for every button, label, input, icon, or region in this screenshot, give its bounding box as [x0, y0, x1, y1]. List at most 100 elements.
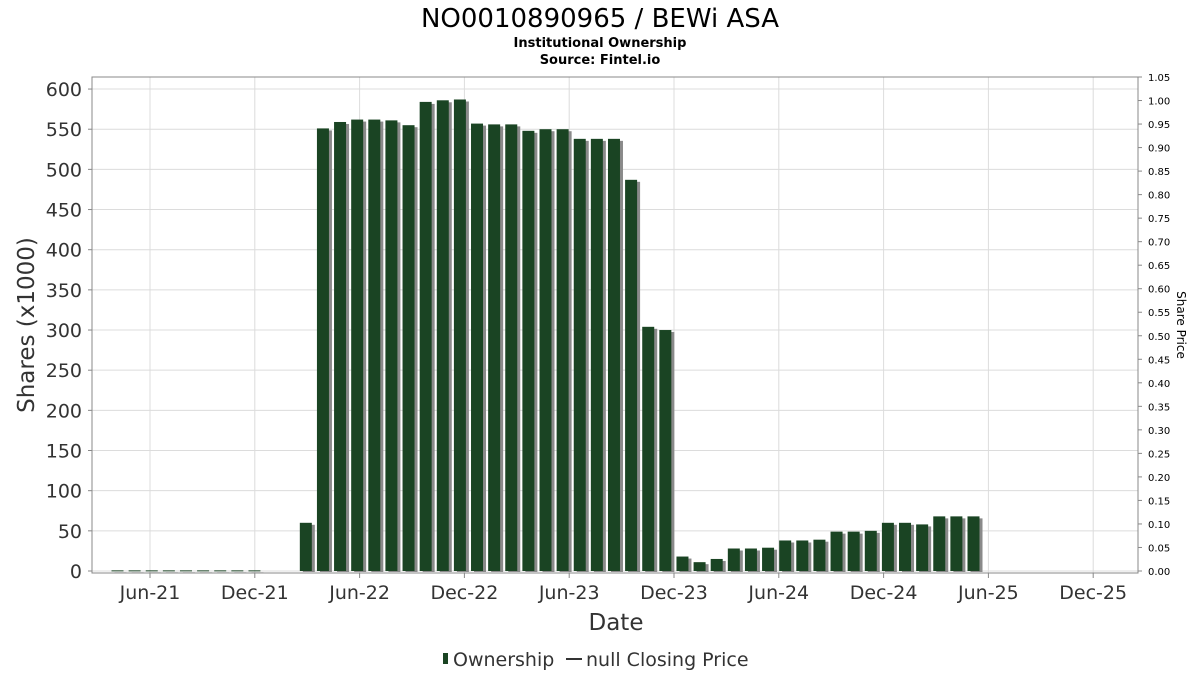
x-tick-label: Jun-21	[119, 582, 181, 604]
ownership-bar	[197, 570, 210, 572]
ownership-bar	[505, 124, 518, 571]
secondary-y-axis-ticks: 0.00 0.05 0.10 0.15 0.20 0.25 0.30 0.35 0.40 0.45…	[1138, 73, 1170, 578]
ownership-bar	[881, 522, 894, 571]
y-tick-label: 0	[70, 561, 82, 583]
ownership-bar	[659, 330, 672, 571]
ownership-bar	[145, 570, 158, 572]
y-tick-label: 600	[46, 79, 82, 101]
y-tick-label: 550	[46, 119, 82, 141]
ownership-bar	[573, 138, 586, 571]
x-tick-label: Jun-23	[538, 582, 600, 604]
x-tick-label: Dec-25	[1059, 582, 1127, 604]
y2-tick-label: 0.20	[1148, 473, 1170, 484]
y-tick-label: 400	[46, 240, 82, 262]
y2-tick-label: 0.90	[1148, 144, 1170, 155]
bar-shadow	[148, 572, 161, 574]
y2-tick-label: 0.65	[1148, 261, 1170, 272]
ownership-bar	[693, 562, 706, 571]
legend-closing-price-label: null Closing Price	[586, 649, 749, 671]
y-axis-ticks: 0 50 100 150 200 250 300 350 400 450 500 550 600	[46, 79, 92, 583]
y2-tick-label: 0.95	[1148, 120, 1170, 131]
x-tick-label: Dec-22	[430, 582, 498, 604]
ownership-bar	[488, 124, 501, 571]
ownership-bar	[316, 128, 329, 571]
x-tick-label: Jun-25	[957, 582, 1019, 604]
legend: Ownership null Closing Price	[443, 649, 749, 671]
ownership-bar	[248, 570, 261, 572]
legend-ownership-label: Ownership	[453, 649, 554, 671]
ownership-bar	[111, 570, 124, 572]
ownership-bar	[231, 570, 244, 572]
y-tick-label: 450	[46, 200, 82, 222]
y-tick-label: 250	[46, 360, 82, 382]
ownership-bar	[128, 570, 141, 572]
bar-shadow	[131, 572, 144, 574]
ownership-bar	[847, 531, 860, 571]
ownership-bar	[299, 522, 312, 571]
ownership-bar	[385, 120, 398, 571]
y2-tick-label: 0.10	[1148, 520, 1170, 531]
y2-tick-label: 0.25	[1148, 449, 1170, 460]
y2-tick-label: 0.30	[1148, 426, 1170, 437]
ownership-bar	[590, 138, 603, 571]
ownership-bar	[334, 121, 347, 571]
y2-tick-label: 0.40	[1148, 379, 1170, 390]
ownership-bar	[539, 129, 552, 572]
ownership-bar	[727, 548, 740, 571]
y2-tick-label: 0.80	[1148, 191, 1170, 202]
ownership-bar	[368, 119, 381, 571]
x-axis-title: Date	[589, 610, 644, 636]
legend-ownership-swatch	[443, 653, 448, 664]
ownership-bar	[830, 531, 843, 571]
ownership-bar	[556, 129, 569, 572]
y2-tick-label: 0.75	[1148, 214, 1170, 225]
ownership-bar	[522, 130, 535, 572]
x-tick-label: Dec-23	[640, 582, 708, 604]
y2-tick-label: 0.85	[1148, 167, 1170, 178]
ownership-bar	[762, 547, 775, 571]
ownership-bars	[111, 99, 983, 574]
ownership-bar	[864, 530, 877, 571]
ownership-bar	[813, 539, 826, 571]
ownership-bar	[402, 125, 415, 571]
y-axis-title: Shares (x1000)	[14, 237, 40, 413]
y2-tick-label: 0.35	[1148, 402, 1170, 413]
y-tick-label: 100	[46, 481, 82, 503]
y-tick-label: 500	[46, 159, 82, 181]
ownership-bar	[642, 326, 655, 571]
ownership-bar	[710, 558, 723, 571]
ownership-bar	[967, 516, 980, 571]
y-tick-label: 350	[46, 280, 82, 302]
y2-tick-label: 0.55	[1148, 308, 1170, 319]
ownership-bar	[214, 570, 227, 572]
ownership-bar	[933, 516, 946, 571]
bar-shadow	[217, 572, 230, 574]
ownership-bar	[899, 522, 912, 571]
ownership-bar	[162, 570, 175, 572]
y-tick-label: 300	[46, 320, 82, 342]
ownership-bar	[796, 540, 809, 571]
ownership-bar	[453, 99, 466, 571]
ownership-bar	[179, 570, 192, 572]
y2-tick-label: 0.05	[1148, 543, 1170, 554]
y2-tick-label: 0.50	[1148, 332, 1170, 343]
y2-tick-label: 0.15	[1148, 496, 1170, 507]
bar-shadow	[200, 572, 213, 574]
ownership-bar	[950, 516, 963, 571]
x-tick-label: Dec-24	[850, 582, 918, 604]
ownership-bar	[916, 524, 929, 571]
chart-title: NO0010890965 / BEWi ASA	[421, 4, 779, 34]
bar-shadow	[182, 572, 195, 574]
bar-shadow	[165, 572, 178, 574]
chart-subtitle-line-1: Institutional Ownership	[514, 36, 687, 51]
bar-shadow	[234, 572, 247, 574]
y2-tick-label: 1.05	[1148, 73, 1170, 84]
x-tick-label: Jun-24	[747, 582, 809, 604]
x-tick-label: Jun-22	[328, 582, 390, 604]
y-tick-label: 150	[46, 441, 82, 463]
ownership-bar	[471, 123, 484, 571]
y2-tick-label: 1.00	[1148, 97, 1170, 108]
ownership-bar	[744, 548, 757, 571]
